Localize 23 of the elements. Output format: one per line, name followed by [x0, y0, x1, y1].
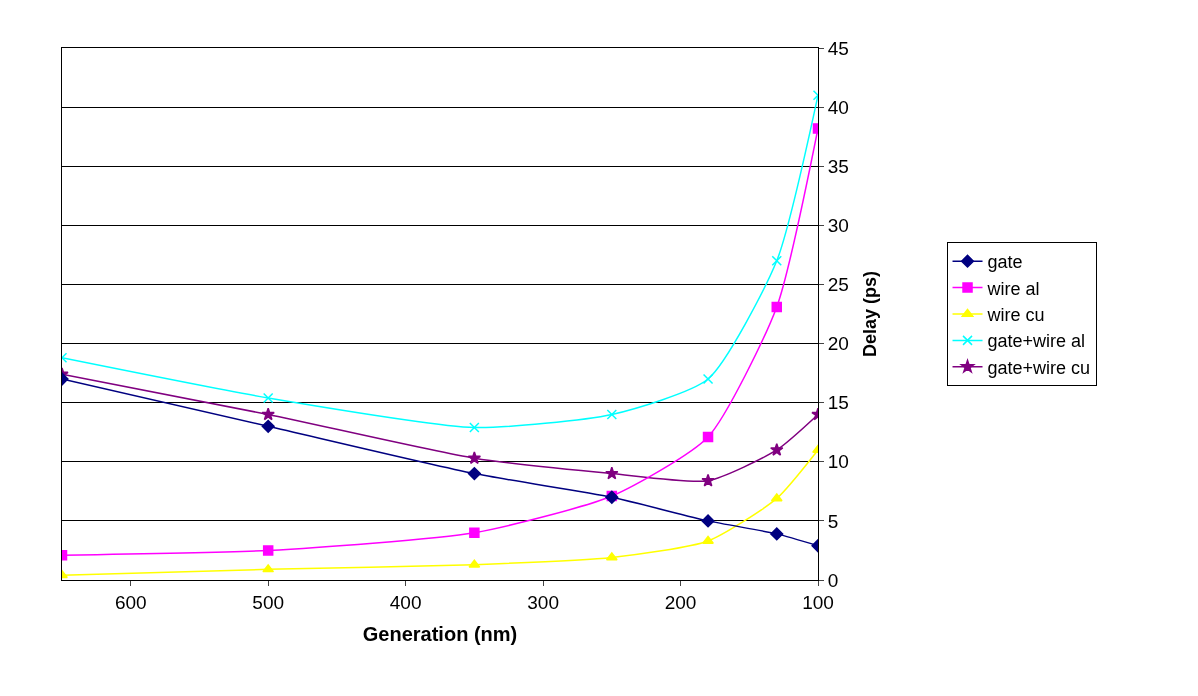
x-tick-label: 400 — [389, 591, 422, 613]
legend-label: gate+wire cu — [987, 357, 1091, 378]
y-tick-label: 0 — [827, 569, 839, 591]
legend-label: gate — [987, 252, 1023, 273]
x-tick-label: 500 — [252, 591, 285, 613]
legend-label: wire cu — [986, 305, 1045, 326]
legend-label: wire al — [986, 278, 1040, 299]
legend-label: gate+wire al — [987, 331, 1086, 352]
x-tick-label: 100 — [802, 591, 834, 613]
y-tick-label: 5 — [827, 510, 839, 532]
y-tick-label: 20 — [827, 333, 849, 355]
y-tick-label: 25 — [827, 274, 849, 296]
x-tick-label: 200 — [664, 591, 697, 613]
y-tick-label: 45 — [827, 37, 849, 59]
y-tick-label: 10 — [827, 451, 849, 473]
y-tick-label: 35 — [827, 155, 849, 177]
x-tick-label: 600 — [114, 591, 147, 613]
y-tick-label: 30 — [827, 214, 849, 236]
x-tick-label: 300 — [527, 591, 559, 613]
x-axis-title: Generation (nm) — [362, 623, 518, 646]
y-axis-title: Delay (ps) — [860, 270, 881, 358]
y-tick-label: 40 — [827, 96, 849, 118]
y-tick-label: 15 — [827, 392, 849, 414]
